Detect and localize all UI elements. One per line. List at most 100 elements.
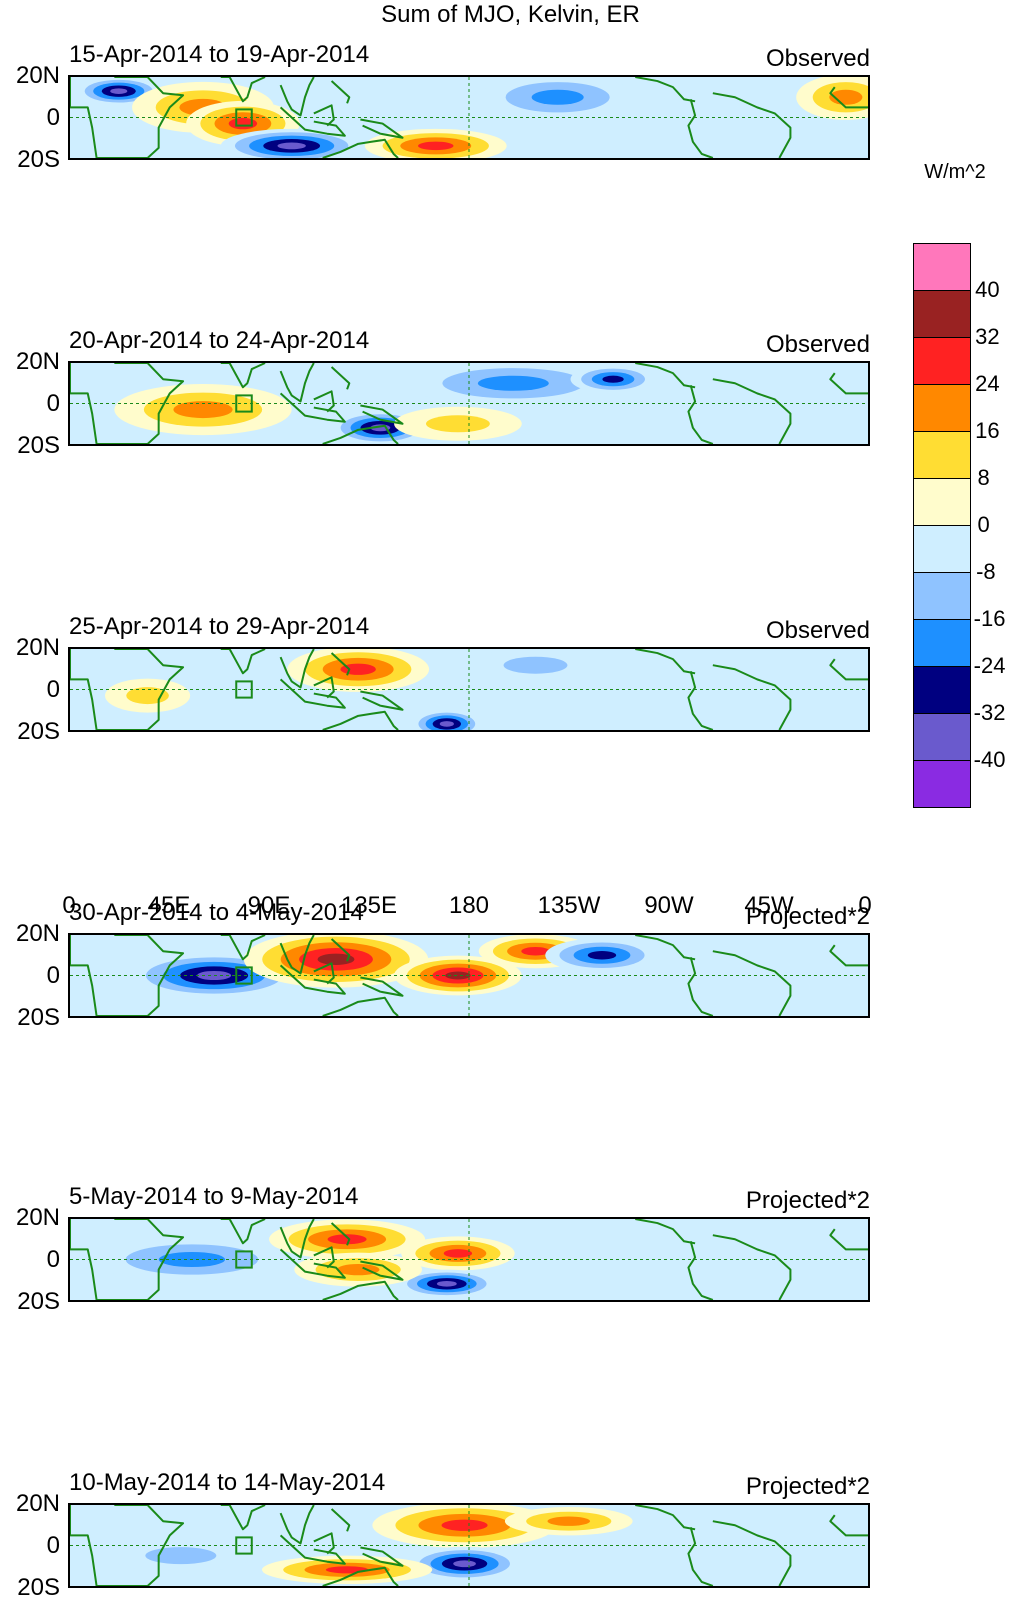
lon-label-135w: 135W bbox=[537, 892, 601, 919]
colorbar-swatch bbox=[913, 478, 971, 525]
colorbar-swatch bbox=[913, 243, 971, 290]
colorbar-label: -40 bbox=[973, 747, 1006, 772]
anomaly-contour bbox=[503, 656, 568, 674]
anomaly-contour bbox=[531, 89, 584, 105]
lat-label: 20N bbox=[15, 62, 60, 89]
lat-label: 20N bbox=[15, 1204, 60, 1231]
coastline bbox=[635, 77, 696, 103]
lat-label: 20N bbox=[15, 634, 60, 661]
colorbar-unit: W/m^2 bbox=[924, 161, 986, 183]
coastline bbox=[687, 99, 714, 158]
anomaly-contour bbox=[145, 1547, 217, 1565]
lat-label: 20S bbox=[17, 432, 60, 459]
coastline bbox=[635, 649, 696, 675]
lat-label: 0 bbox=[46, 1246, 60, 1273]
panel-kind: Projected*2 bbox=[745, 1473, 870, 1500]
map-panel: 20-Apr-2014 to 24-Apr-2014 Observed 20N 0 20… bbox=[0, 143, 880, 458]
anomaly-contour bbox=[441, 1519, 488, 1531]
colorbar-label: 16 bbox=[975, 418, 1000, 443]
colorbar-swatch bbox=[913, 525, 971, 572]
panel-kind: Observed bbox=[765, 45, 870, 72]
lat-label: 20S bbox=[17, 146, 60, 173]
panel-kind: Projected*2 bbox=[745, 1187, 870, 1214]
coastline bbox=[635, 363, 696, 389]
coastline bbox=[330, 366, 351, 390]
panel-date-range: 10-May-2014 to 14-May-2014 bbox=[69, 1469, 386, 1496]
coastline bbox=[279, 678, 346, 709]
lon-label-45w: 45W bbox=[744, 892, 794, 919]
lat-label: 20N bbox=[15, 348, 60, 375]
anomaly-contour bbox=[277, 142, 306, 150]
anomaly-contour bbox=[439, 721, 454, 727]
map-panel: 5-May-2014 to 9-May-2014 Projected*2 20N 0 2… bbox=[0, 571, 880, 1314]
colorbar-label: 40 bbox=[975, 277, 1000, 302]
coastline bbox=[313, 676, 335, 699]
coastline bbox=[829, 86, 868, 109]
colorbar-swatch bbox=[913, 337, 971, 384]
colorbar-label: -8 bbox=[976, 559, 996, 584]
coastline bbox=[220, 77, 266, 103]
coastline bbox=[360, 690, 404, 711]
panel-kind: Observed bbox=[765, 617, 870, 644]
colorbar-swatch bbox=[913, 713, 971, 760]
heatmap-svg bbox=[70, 1219, 868, 1300]
coastline bbox=[712, 378, 792, 444]
lon-label-0: 0 bbox=[62, 892, 76, 919]
heatmap-svg bbox=[70, 649, 868, 730]
index-box bbox=[235, 394, 253, 413]
lon-label-0-end: 0 bbox=[858, 892, 872, 919]
map-frame bbox=[68, 75, 870, 160]
coastline bbox=[70, 363, 185, 444]
map-frame bbox=[68, 1503, 870, 1588]
lat-label: 20S bbox=[17, 718, 60, 745]
coastline bbox=[279, 106, 346, 137]
coastline bbox=[279, 77, 315, 117]
coastline bbox=[279, 363, 315, 403]
panel-date-range: 25-Apr-2014 to 29-Apr-2014 bbox=[69, 613, 370, 640]
colorbar-label: -24 bbox=[973, 653, 1006, 678]
coastline bbox=[279, 649, 315, 689]
coastline bbox=[220, 363, 266, 389]
lon-label-90e: 90E bbox=[247, 892, 291, 919]
anomaly-contour bbox=[418, 141, 454, 151]
lat-label: 20N bbox=[15, 920, 60, 947]
lon-label-90w: 90W bbox=[644, 892, 694, 919]
colorbar-label: 32 bbox=[975, 324, 1000, 349]
colorbar-label: 24 bbox=[975, 371, 1000, 396]
anomaly-contour bbox=[110, 88, 128, 95]
coastline bbox=[829, 658, 868, 681]
anomaly-contour bbox=[477, 375, 549, 391]
index-box bbox=[235, 108, 253, 127]
coastline bbox=[330, 80, 351, 104]
lat-label: 0 bbox=[46, 104, 60, 131]
coastline bbox=[360, 404, 404, 425]
anomaly-contour bbox=[602, 375, 624, 383]
map-panel: 15-Apr-2014 to 19-Apr-2014 Observed 20N 0 20… bbox=[0, 0, 880, 172]
heatmap-svg bbox=[70, 1505, 868, 1586]
panel-kind: Observed bbox=[765, 331, 870, 358]
coastline bbox=[712, 664, 792, 730]
colorbar-swatch bbox=[913, 431, 971, 478]
anomaly-contour bbox=[425, 415, 490, 433]
anomaly-contour bbox=[173, 401, 233, 419]
anomaly-contour bbox=[325, 1566, 369, 1574]
coastline bbox=[220, 649, 266, 675]
coastline bbox=[330, 652, 351, 676]
colorbar-swatch bbox=[913, 760, 971, 808]
colorbar-swatch bbox=[913, 384, 971, 431]
coastline bbox=[70, 77, 185, 158]
anomaly-contour bbox=[336, 1263, 380, 1276]
heatmap-svg bbox=[70, 363, 868, 444]
coastline bbox=[322, 424, 399, 444]
lat-label: 20S bbox=[17, 1574, 60, 1601]
chart-title: Sum of MJO, Kelvin, ER bbox=[381, 1, 640, 28]
panel-date-range: 30-Apr-2014 to 4-May-2014 bbox=[69, 899, 364, 926]
coastline bbox=[313, 104, 335, 127]
lon-label-180: 180 bbox=[448, 892, 490, 919]
lat-label: 0 bbox=[46, 390, 60, 417]
colorbar-swatch bbox=[913, 619, 971, 666]
lat-label: 0 bbox=[46, 676, 60, 703]
coastline bbox=[313, 390, 335, 413]
anomaly-contour bbox=[547, 1516, 591, 1526]
colorbar-swatch bbox=[913, 572, 971, 619]
